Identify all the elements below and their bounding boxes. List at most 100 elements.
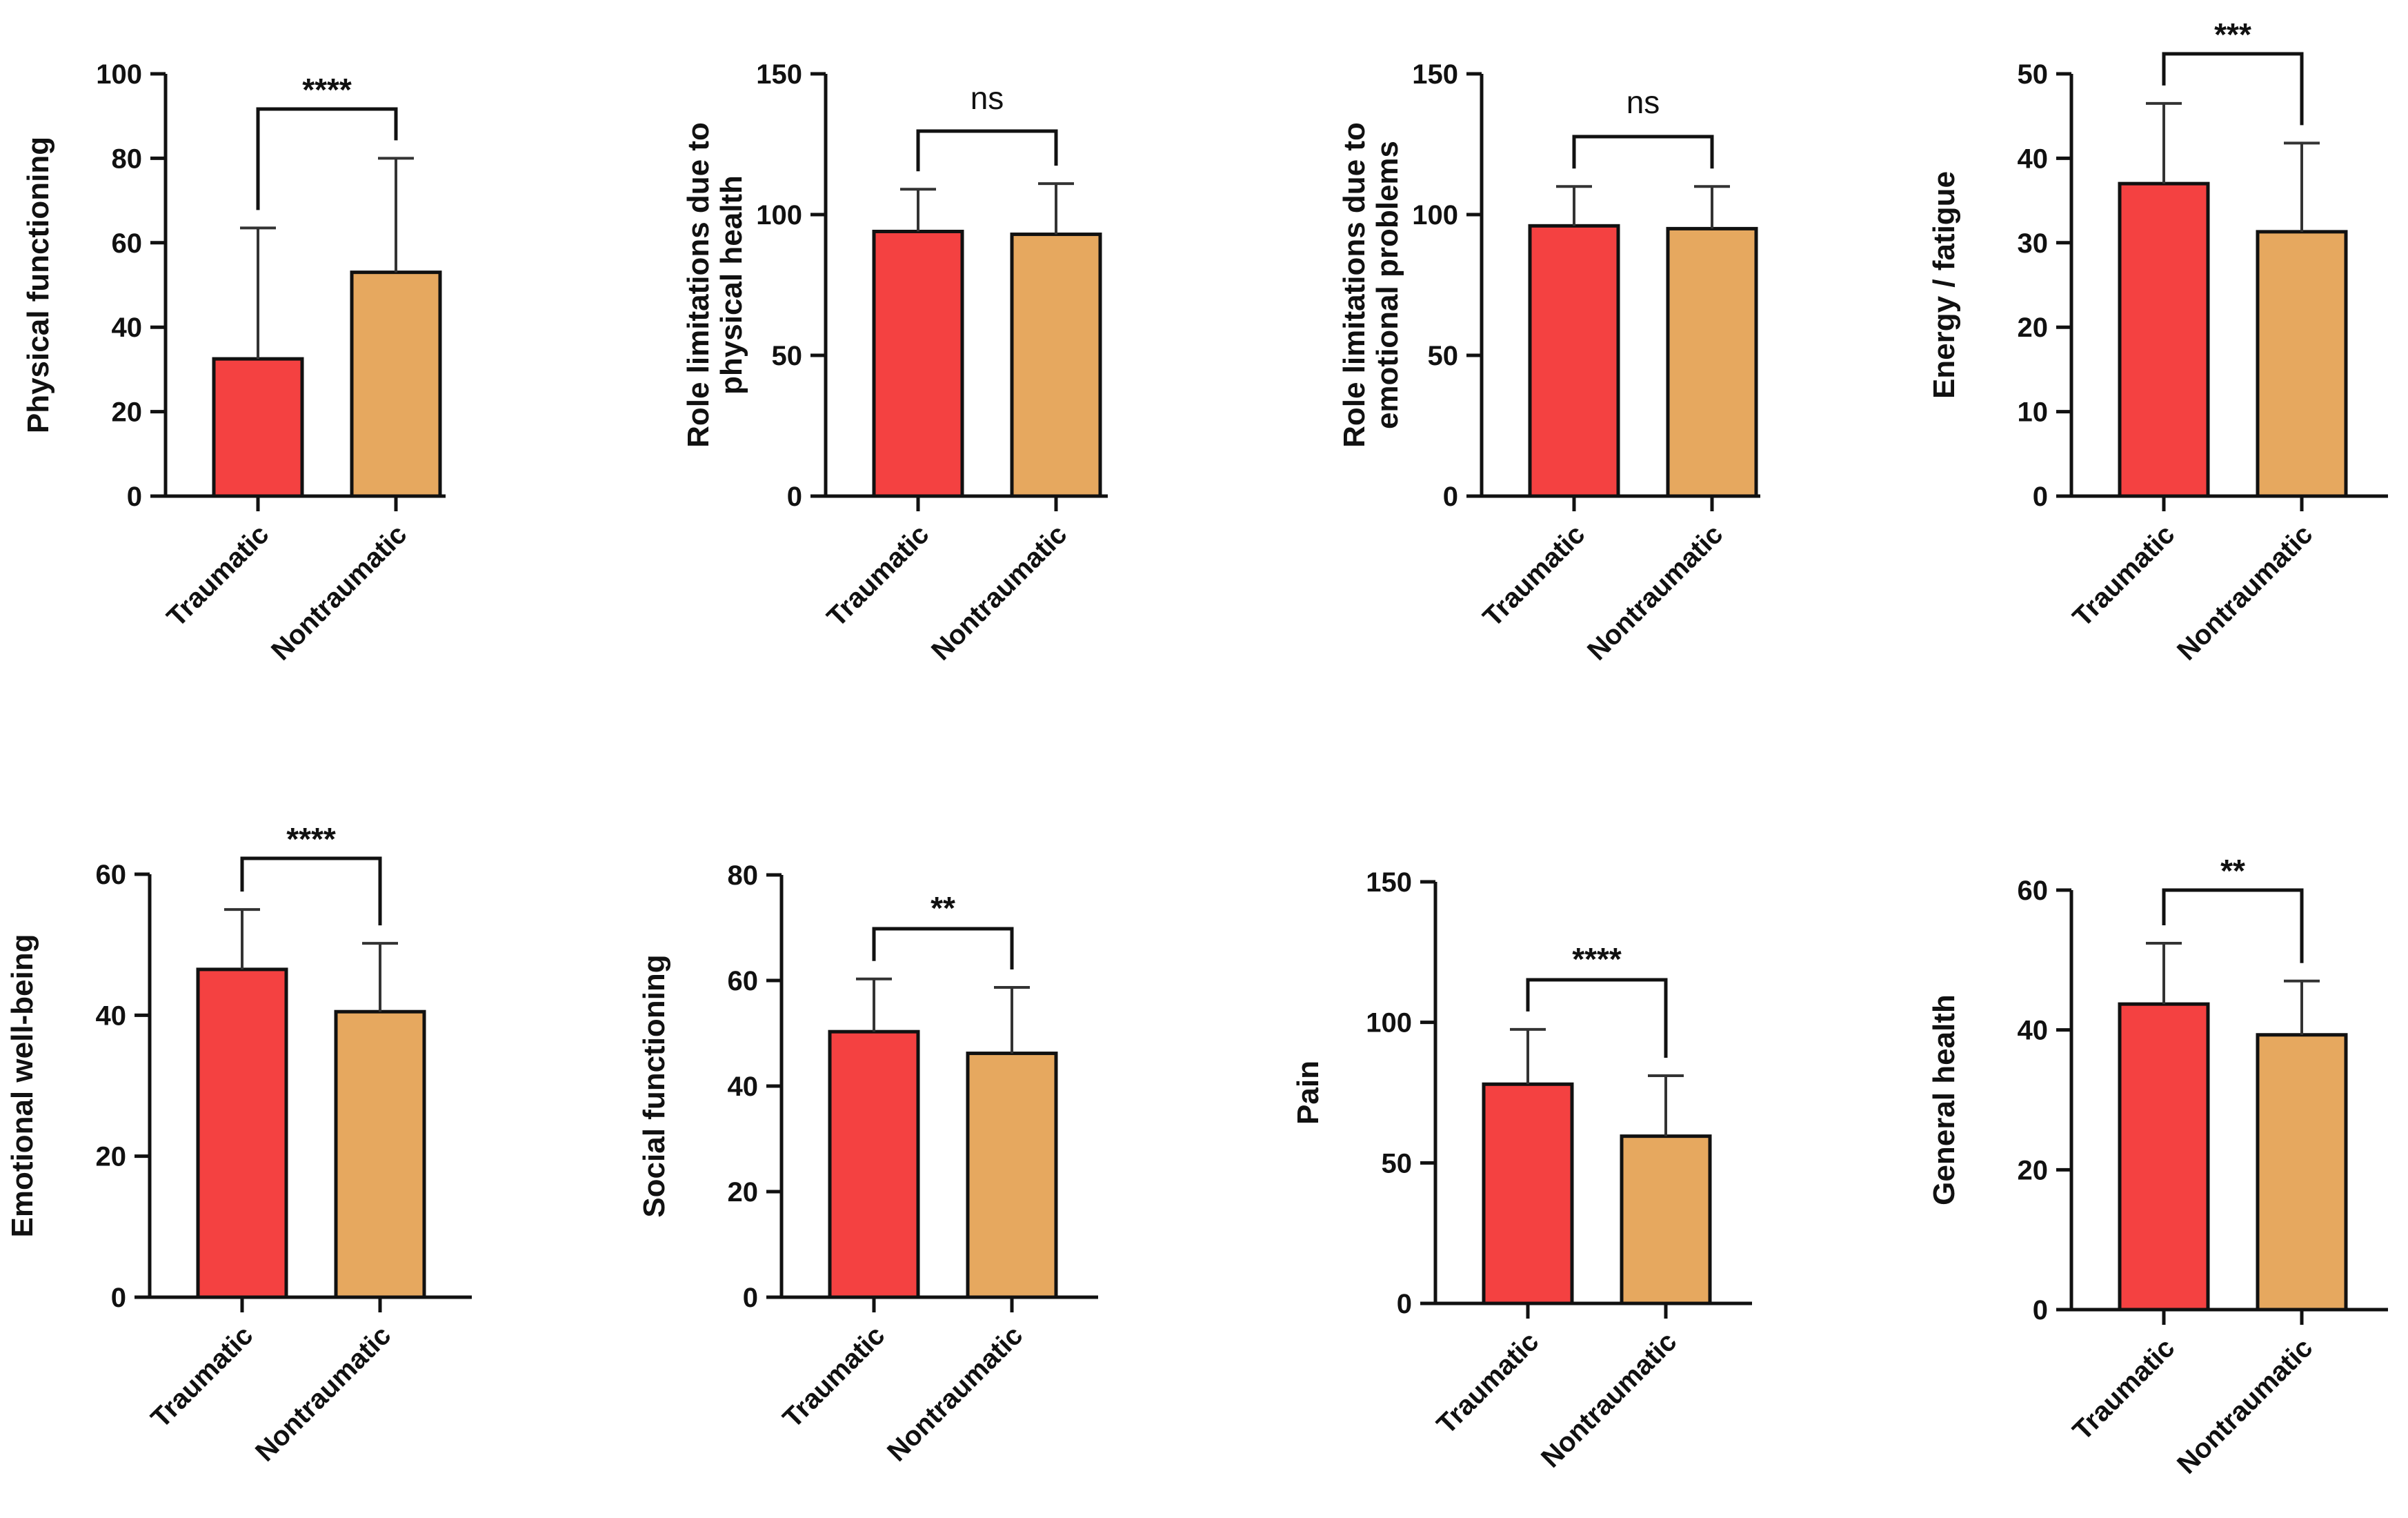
y-tick-label: 20: [112, 397, 143, 428]
bar-nontraumatic: [2256, 230, 2348, 498]
y-axis-title: emotional problems: [1371, 141, 1404, 429]
significance-bracket: [872, 927, 1014, 969]
bar-nontraumatic: [1666, 226, 1758, 498]
y-tick-label: 50: [1428, 341, 1459, 371]
x-tick-label: Traumatic: [2067, 519, 2181, 633]
y-tick-label: 80: [728, 860, 759, 891]
y-axis-title: Role limitations due to: [1337, 122, 1371, 448]
y-tick-label: 40: [2018, 1016, 2049, 1046]
x-tick-label: Nontraumatic: [926, 519, 1073, 666]
y-tick-label: 0: [1397, 1289, 1412, 1319]
x-tick-label: Nontraumatic: [2171, 1332, 2318, 1479]
y-tick-label: 50: [2018, 59, 2049, 90]
y-tick-label: 20: [728, 1177, 759, 1208]
x-tick-label: Traumatic: [822, 519, 935, 633]
y-tick-label: 30: [2018, 228, 2049, 259]
significance-bracket: [2162, 888, 2304, 963]
y-tick-label: 100: [1366, 1008, 1412, 1038]
x-tick-label: Nontraumatic: [1535, 1326, 1682, 1473]
significance-label: ***: [2214, 17, 2251, 52]
bar-traumatic: [1482, 1082, 1574, 1305]
x-tick-label: Traumatic: [146, 1320, 259, 1434]
y-axis-title: Role limitations due to: [681, 122, 715, 448]
y-tick-label: 50: [1382, 1148, 1413, 1179]
y-tick-label: 0: [127, 482, 142, 512]
y-tick-label: 100: [756, 200, 802, 230]
bar-traumatic: [1528, 224, 1620, 498]
bar-traumatic: [872, 229, 964, 498]
bar-nontraumatic: [350, 270, 442, 498]
bar-traumatic: [212, 357, 304, 498]
y-tick-label: 60: [2018, 876, 2049, 906]
x-tick-label: Nontraumatic: [2171, 519, 2318, 666]
x-tick-label: Nontraumatic: [266, 519, 412, 666]
x-tick-label: Traumatic: [1477, 519, 1591, 633]
y-tick-label: 0: [111, 1283, 126, 1313]
significance-bracket: [1526, 978, 1668, 1058]
y-tick-label: 20: [96, 1142, 127, 1172]
y-axis-title: Pain: [1291, 1061, 1325, 1125]
bar-traumatic: [828, 1029, 920, 1299]
significance-bracket: [1572, 135, 1714, 169]
y-tick-label: 100: [1412, 200, 1458, 230]
y-axis-title: Emotional well-being: [6, 934, 39, 1237]
y-tick-label: 20: [2018, 313, 2049, 343]
significance-label: **: [2220, 853, 2245, 889]
significance-label: ****: [286, 821, 336, 857]
y-tick-label: 150: [1412, 59, 1458, 90]
x-tick-label: Nontraumatic: [882, 1320, 1028, 1467]
y-tick-label: 60: [112, 228, 143, 259]
y-tick-label: 0: [787, 482, 802, 512]
x-tick-label: Traumatic: [777, 1320, 891, 1434]
significance-label: ****: [302, 72, 352, 108]
bar-nontraumatic: [334, 1009, 426, 1299]
significance-label: ns: [971, 80, 1004, 116]
significance-label: ns: [1626, 84, 1660, 120]
y-tick-label: 80: [112, 144, 143, 174]
bar-nontraumatic: [1620, 1134, 1712, 1305]
significance-label: **: [931, 890, 955, 926]
significance-bracket: [256, 107, 398, 210]
y-axis-title: Physical functioning: [21, 137, 55, 433]
y-tick-label: 60: [728, 966, 759, 996]
x-tick-label: Traumatic: [161, 519, 275, 633]
y-tick-label: 150: [1366, 867, 1412, 898]
y-axis-title: physical health: [715, 175, 748, 395]
bar-traumatic: [2118, 1002, 2210, 1312]
y-tick-label: 50: [772, 341, 803, 371]
y-tick-label: 60: [96, 860, 127, 890]
bar-nontraumatic: [966, 1052, 1058, 1299]
x-tick-label: Nontraumatic: [250, 1320, 397, 1467]
y-tick-label: 40: [96, 1000, 127, 1031]
y-tick-label: 0: [743, 1283, 758, 1313]
bar-traumatic: [196, 967, 288, 1299]
bar-nontraumatic: [2256, 1033, 2348, 1312]
y-tick-label: 10: [2018, 397, 2049, 428]
x-tick-label: Nontraumatic: [1582, 519, 1729, 666]
y-tick-label: 150: [756, 59, 802, 90]
significance-bracket: [916, 129, 1058, 172]
y-tick-label: 20: [2018, 1155, 2049, 1185]
y-tick-label: 40: [112, 313, 143, 343]
x-tick-label: Traumatic: [2067, 1332, 2181, 1446]
y-tick-label: 0: [2033, 482, 2048, 512]
y-axis-title: General health: [1927, 994, 1961, 1205]
y-tick-label: 0: [1443, 482, 1458, 512]
significance-bracket: [2162, 52, 2304, 126]
y-axis-title: Social functioning: [637, 954, 671, 1217]
significance-label: ****: [1572, 941, 1622, 977]
y-tick-label: 100: [96, 59, 142, 90]
y-tick-label: 0: [2033, 1295, 2048, 1325]
y-axis-title: Energy / fatigue: [1927, 171, 1961, 399]
significance-bracket: [240, 856, 382, 926]
x-tick-label: Traumatic: [1431, 1326, 1545, 1440]
